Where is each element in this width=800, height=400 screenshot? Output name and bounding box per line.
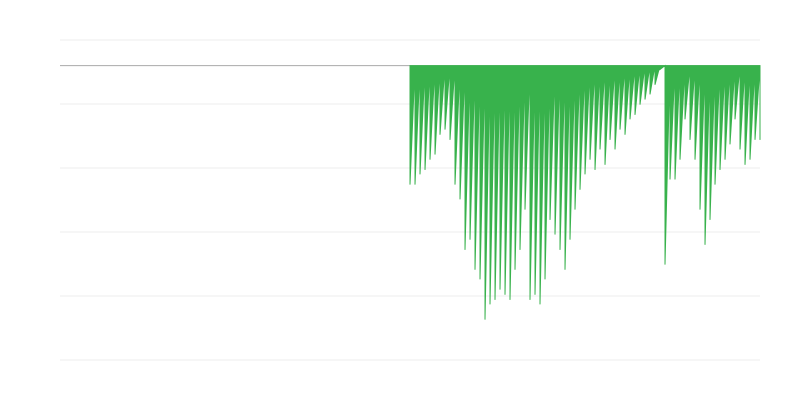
drawdown-area: [409, 64, 761, 320]
